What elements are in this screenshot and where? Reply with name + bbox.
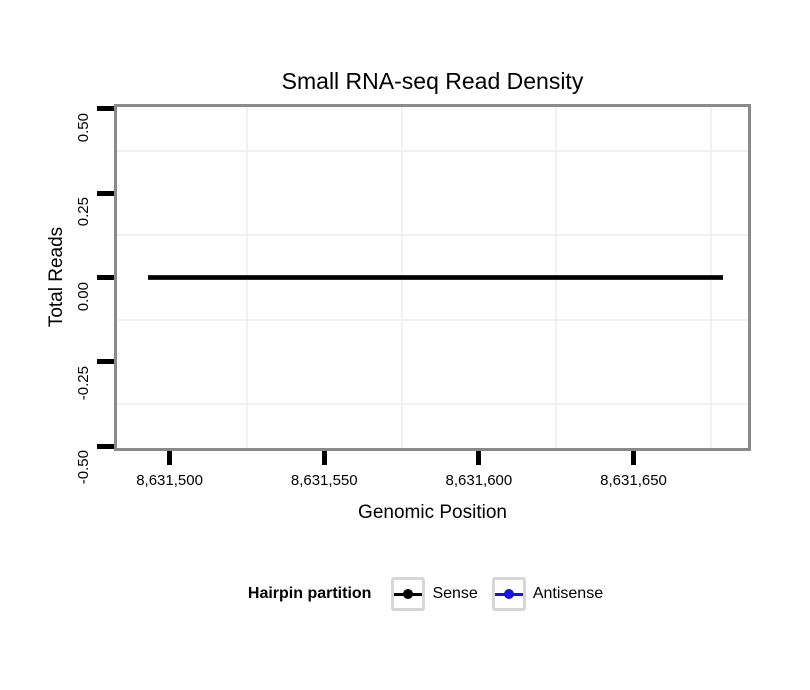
x-tick-mark [631,451,637,465]
y-axis-title-text: Total Reads [46,226,67,328]
x-tick-label: 8,631,550 [290,472,358,489]
chart-title: Small RNA-seq Read Density [281,68,584,94]
legend-item-sense: Sense [391,577,478,611]
legend-key-antisense-icon [491,577,526,611]
legend-label-antisense: Antisense [532,585,604,602]
x-tick-mark [321,451,327,465]
plot-panel [114,104,751,451]
legend: Hairpin partition Sense Antisense [114,574,751,614]
x-tick-mark [167,451,173,465]
minor-gridline-horizontal [117,149,748,152]
y-tick-label-text: 0.00 [75,281,92,311]
minor-gridline-horizontal [117,318,748,321]
y-tick-mark [97,190,114,196]
y-tick-mark [97,106,114,112]
y-tick-mark [97,443,114,449]
legend-title: Hairpin partition [247,585,372,602]
y-tick-label-text: -0.25 [75,365,92,401]
y-tick-label-text: 0.25 [75,197,92,227]
x-axis-title: Genomic Position [358,502,507,523]
antisense-point-icon [503,589,514,599]
y-tick-label-text: -0.50 [75,450,92,485]
y-tick-mark [97,359,114,365]
x-tick-label: 8,631,600 [445,472,513,489]
legend-label-sense: Sense [432,585,478,602]
legend-key-sense-icon [391,577,426,611]
sense-point-icon [403,589,414,599]
minor-gridline-horizontal [117,234,748,237]
x-tick-label: 8,631,650 [600,472,667,489]
y-tick-label-text: 0.50 [75,112,92,142]
x-tick-mark [476,451,482,465]
y-tick-mark [97,275,114,280]
minor-gridline-horizontal [117,403,748,406]
x-tick-label: 8,631,500 [136,472,203,489]
series-line-sense [147,276,724,279]
legend-item-antisense: Antisense [491,577,604,611]
